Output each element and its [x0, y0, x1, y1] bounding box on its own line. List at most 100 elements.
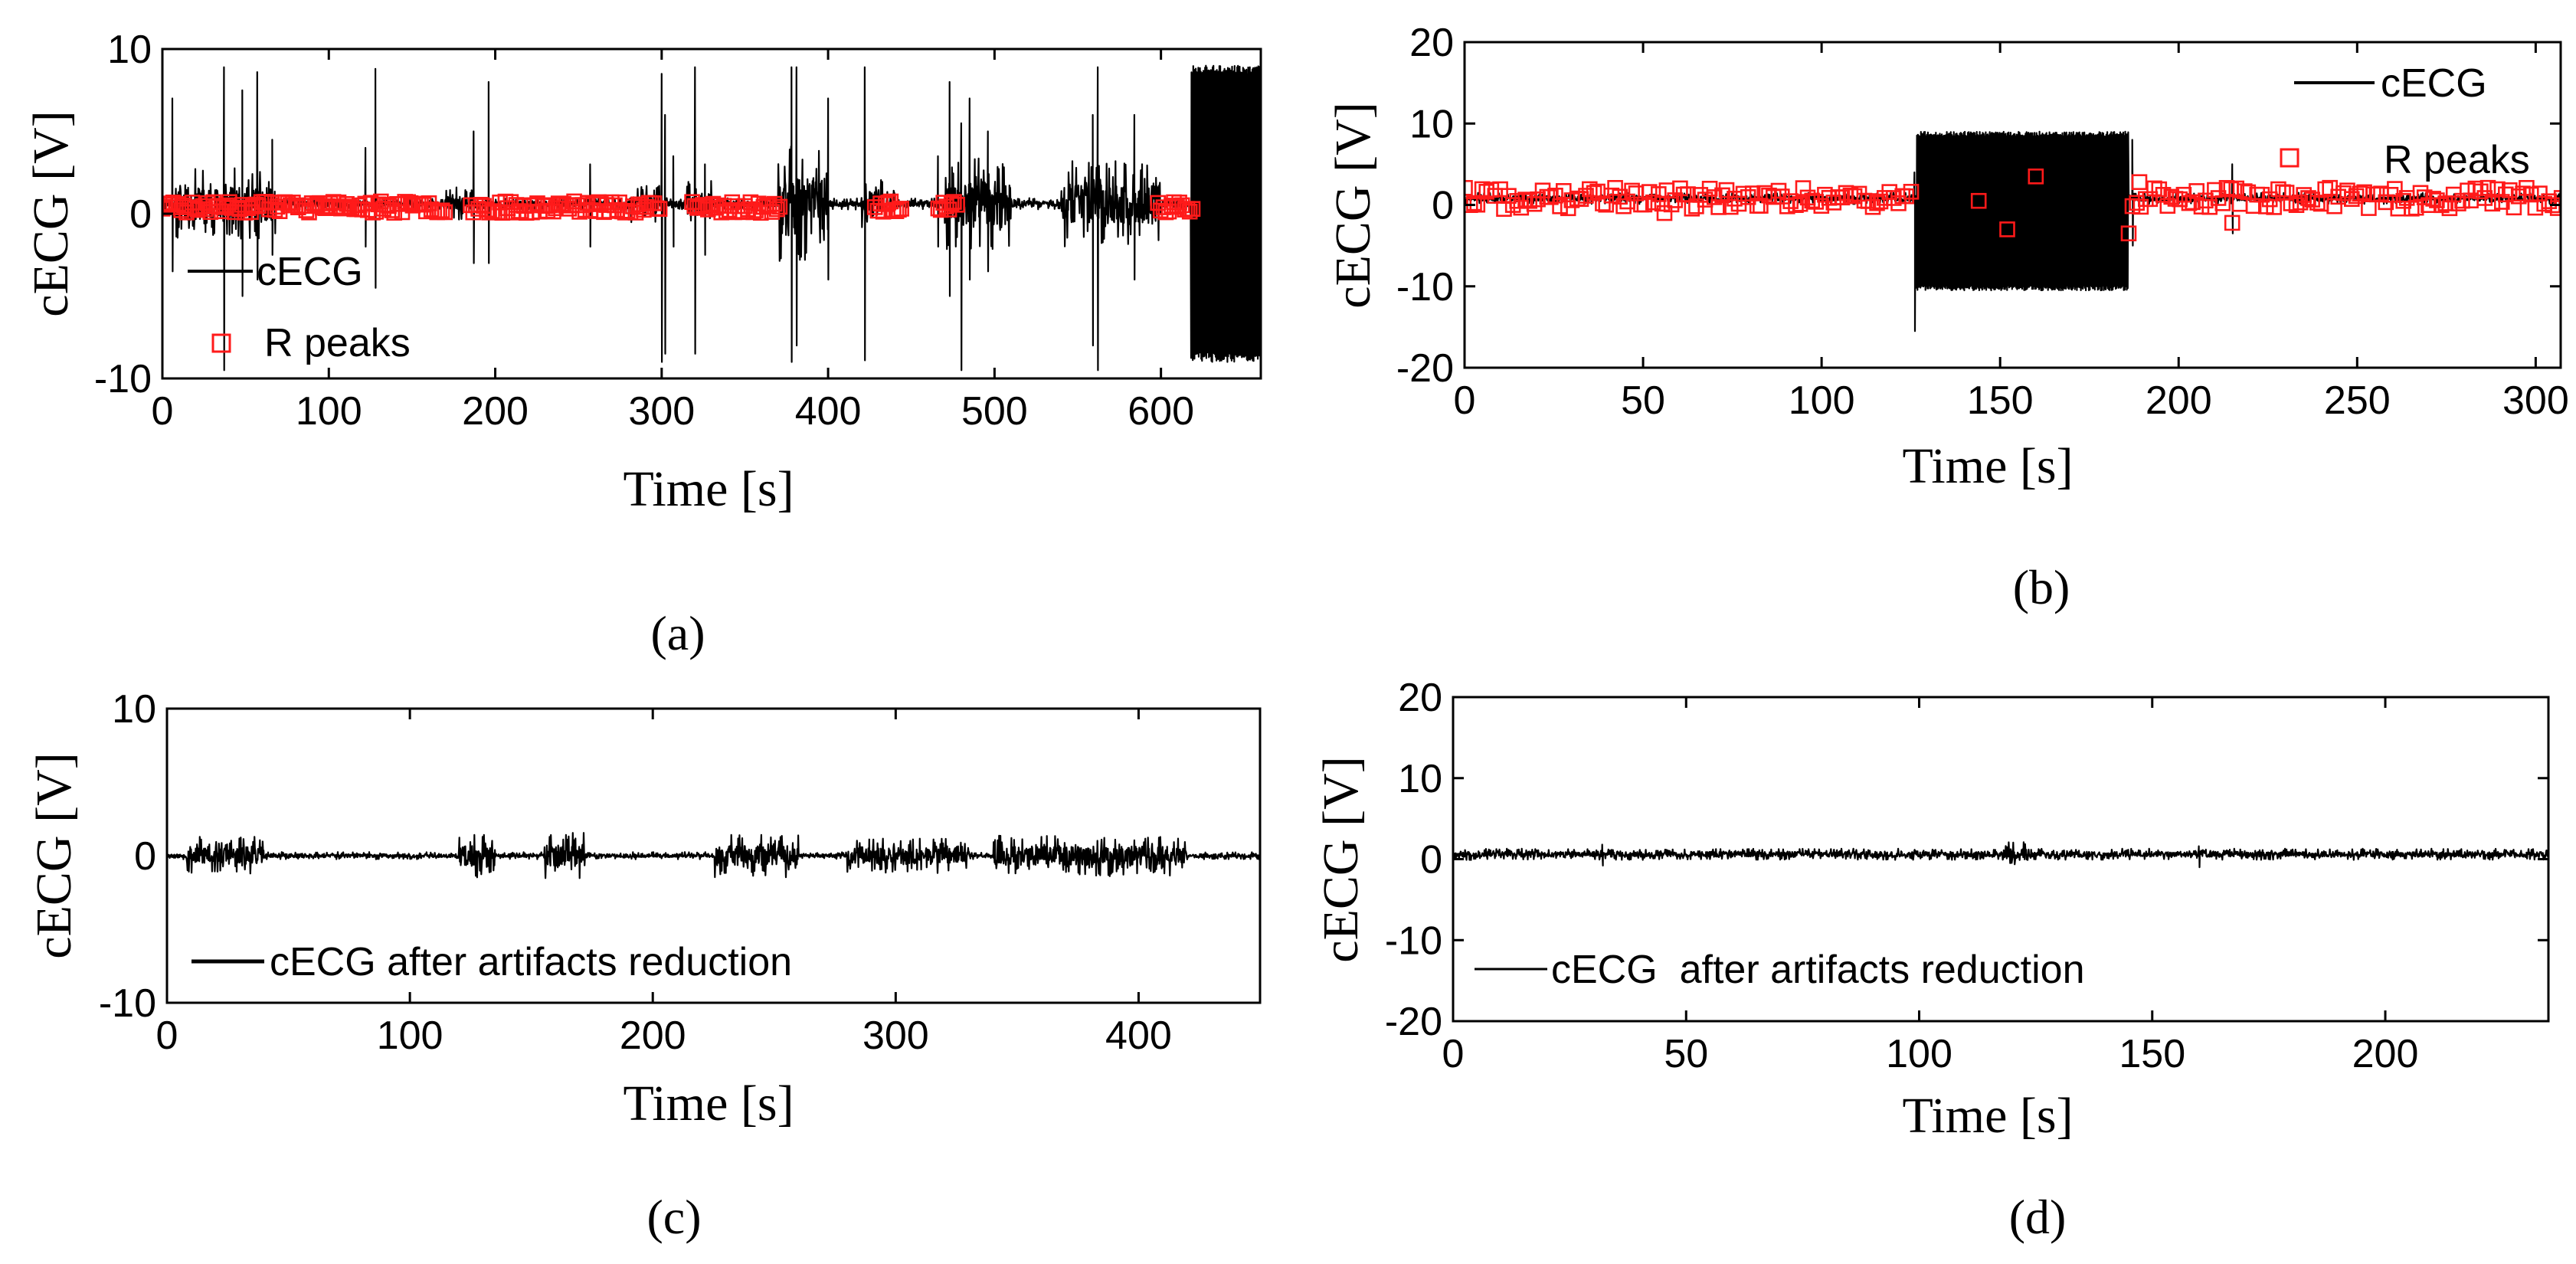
panel-b-ytick-label: 20: [1409, 21, 1454, 65]
rpeak-marker: [2214, 195, 2231, 211]
rpeak-marker: [2407, 199, 2424, 216]
panel-a-ytick-label: 0: [129, 192, 152, 237]
rpeak-marker: [2228, 180, 2244, 197]
rpeak-marker: [2549, 200, 2561, 216]
rpeak-marker: [1586, 185, 1602, 201]
panel-b-xtick-label: 200: [2146, 378, 2212, 423]
rpeak-marker: [1740, 189, 1756, 205]
rpeak-marker: [768, 201, 785, 218]
rpeak-marker: [1595, 195, 1611, 211]
panel-c-xtick-label: 200: [620, 1013, 686, 1058]
rpeak-marker: [1684, 200, 1700, 217]
panel-a-xlabel: Time [s]: [623, 461, 794, 517]
rpeak-marker: [891, 201, 907, 218]
panel-a-xtick-label: 400: [795, 389, 862, 434]
rpeak-marker: [2489, 181, 2506, 198]
panel-b-legend-rpeaks-marker: [2280, 148, 2299, 168]
rpeak-marker: [2412, 185, 2429, 201]
rpeak-marker: [2467, 180, 2484, 197]
panel-d-ylabel: cECG [V]: [1313, 756, 1369, 962]
panel-a-legend-rpeaks: R peaks: [264, 321, 411, 365]
rpeak-marker: [2155, 187, 2172, 203]
panel-a-xtick-label: 600: [1128, 389, 1194, 434]
panel-c-series-0-line: [167, 832, 1260, 879]
panel-c-xtick-label: 300: [862, 1013, 929, 1058]
panel-d-xtick-label: 100: [1886, 1032, 1952, 1076]
panel-a-ytick-label: 10: [107, 28, 152, 72]
rpeak-marker: [2028, 169, 2044, 185]
rpeak-marker: [1898, 188, 1914, 205]
panel-d-ytick-label: 0: [1420, 838, 1442, 883]
panel-b-ytick-label: -10: [1396, 265, 1454, 309]
panel-a-xtick-label: 500: [961, 389, 1028, 434]
rpeak-marker: [1169, 198, 1185, 215]
panel-d-xtick-label: 200: [2352, 1032, 2419, 1076]
panel-b-legend: cECG R peaks: [2280, 61, 2530, 182]
rpeak-marker: [1804, 192, 1820, 209]
rpeak-marker: [2309, 195, 2326, 211]
rpeak-marker: [2553, 190, 2561, 206]
rpeak-marker: [2237, 183, 2253, 199]
panel-b-xtick-label: 0: [1454, 378, 1476, 423]
rpeak-marker: [766, 195, 783, 212]
rpeak-marker: [1718, 182, 1735, 198]
rpeak-marker: [2506, 199, 2522, 216]
panel-b: 0 50 100 150 200 250 300 -20 -10 0 10 20 cECG R pea…: [1325, 21, 2569, 614]
rpeak-marker: [2434, 197, 2450, 214]
rpeak-marker: [1795, 180, 1812, 196]
rpeak-marker: [1714, 187, 1730, 204]
rpeak-marker: [2266, 199, 2282, 215]
panel-a-caption: (a): [650, 606, 705, 660]
rpeak-marker: [2304, 192, 2320, 208]
panel-b-xtick-label: 50: [1621, 378, 1665, 423]
panel-d-ytick-label: 10: [1398, 757, 1442, 801]
rpeak-marker: [1825, 195, 1842, 211]
panel-d-xtick-label: 50: [1664, 1032, 1708, 1076]
panel-b-traces: [1465, 130, 2561, 332]
panel-c-ytick-label: -10: [99, 981, 156, 1026]
rpeak-marker: [2387, 181, 2403, 197]
rpeak-marker: [1582, 181, 1598, 198]
rpeak-marker: [2207, 182, 2223, 198]
panel-b-ylabel: cECG [V]: [1325, 102, 1381, 308]
panel-a-xtick-label: 200: [462, 389, 529, 434]
panel-b-xtick-label: 250: [2324, 378, 2391, 423]
panel-c-ylabel: cECG [V]: [26, 752, 82, 958]
panel-b-xtick-label: 100: [1789, 378, 1855, 423]
rpeak-marker: [1547, 188, 1563, 204]
rpeak-marker: [888, 203, 905, 220]
panel-d-ytick-label: -20: [1385, 1000, 1442, 1044]
panel-c-traces: [167, 832, 1260, 879]
rpeak-marker: [893, 201, 909, 217]
rpeak-marker: [1834, 189, 1851, 206]
rpeak-marker: [646, 195, 663, 211]
panel-a-ylabel: cECG [V]: [23, 110, 79, 316]
rpeak-marker: [1658, 182, 1675, 198]
rpeak-marker: [651, 201, 668, 218]
panel-a-legend-cecg: cECG: [257, 250, 363, 294]
panel-d-legend-label: cECG after artifacts reduction: [1551, 948, 2085, 992]
panel-b-xtick-label: 300: [2502, 378, 2569, 423]
rpeak-marker: [2283, 195, 2299, 211]
panel-b-rpeak-markers: [1465, 169, 2561, 242]
rpeak-marker: [271, 203, 288, 220]
rpeak-marker: [2120, 225, 2137, 242]
rpeak-marker: [2300, 190, 2316, 206]
panel-d-traces: [1453, 841, 2548, 869]
rpeak-marker: [627, 205, 644, 221]
rpeak-marker: [1782, 193, 1799, 209]
panel-a-xtick-label: 300: [628, 389, 695, 434]
rpeak-marker: [1517, 192, 1533, 208]
panel-d-series-0-line: [1453, 841, 2548, 869]
rpeak-marker: [946, 194, 962, 210]
rpeak-marker: [2245, 198, 2262, 214]
panel-b-caption: (b): [2013, 560, 2070, 614]
rpeak-marker: [1598, 196, 1614, 213]
rpeak-marker: [2188, 183, 2204, 199]
panel-d-ytick-label: 20: [1398, 676, 1442, 720]
rpeak-marker: [1560, 200, 1576, 217]
panel-b-xtick-label: 150: [1967, 378, 2034, 423]
